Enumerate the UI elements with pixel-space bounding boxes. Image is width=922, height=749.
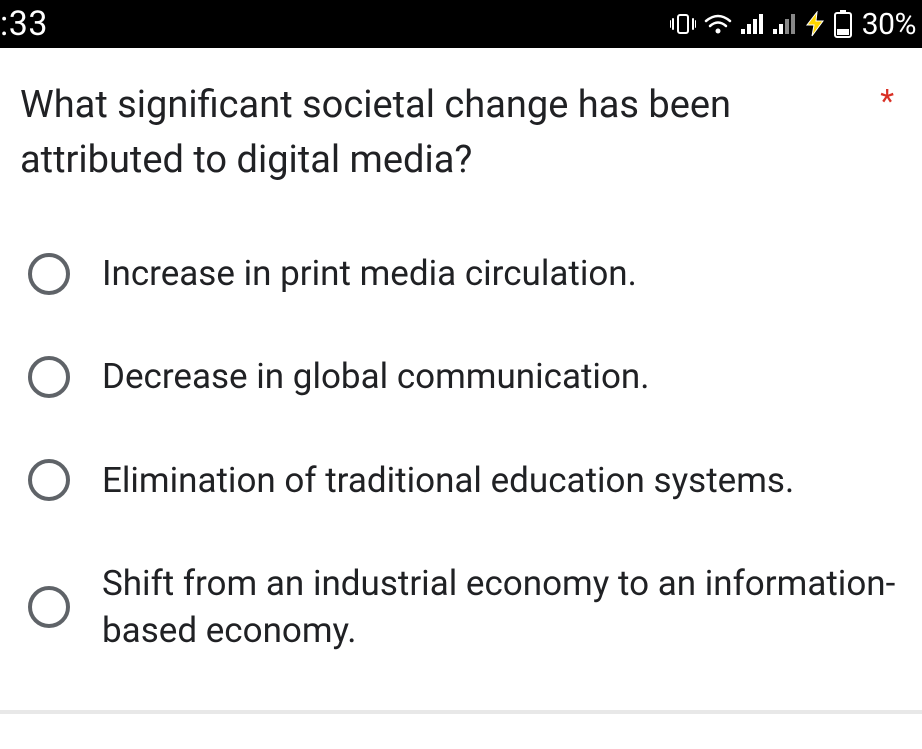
lightning-icon — [804, 11, 826, 37]
radio-icon[interactable] — [28, 459, 70, 501]
status-bar: :33 — [0, 0, 922, 48]
form-content: What significant societal change has bee… — [0, 48, 922, 654]
status-icons — [670, 10, 852, 38]
section-divider — [0, 710, 922, 714]
status-right: 30% — [670, 7, 916, 42]
option-label: Elimination of traditional education sys… — [102, 457, 794, 504]
required-asterisk: * — [880, 82, 894, 120]
battery-icon — [834, 10, 852, 38]
options-group: Increase in print media circulation. Dec… — [20, 250, 902, 654]
option-1[interactable]: Decrease in global communication. — [28, 353, 902, 400]
option-3[interactable]: Shift from an industrial economy to an i… — [28, 560, 902, 655]
signal-icon-weak — [772, 13, 796, 35]
option-label: Increase in print media circulation. — [102, 250, 637, 297]
question-row: What significant societal change has bee… — [20, 78, 902, 188]
status-time: :33 — [0, 4, 48, 44]
option-0[interactable]: Increase in print media circulation. — [28, 250, 902, 297]
radio-icon[interactable] — [28, 586, 70, 628]
radio-icon[interactable] — [28, 253, 70, 295]
wifi-icon — [704, 13, 732, 35]
option-2[interactable]: Elimination of traditional education sys… — [28, 457, 902, 504]
question-text: What significant societal change has bee… — [20, 78, 868, 188]
signal-icon — [740, 13, 764, 35]
radio-icon[interactable] — [28, 356, 70, 398]
vibrate-icon — [670, 13, 696, 35]
option-label: Shift from an industrial economy to an i… — [102, 560, 902, 655]
option-label: Decrease in global communication. — [102, 353, 649, 400]
battery-percent: 30% — [862, 7, 916, 42]
